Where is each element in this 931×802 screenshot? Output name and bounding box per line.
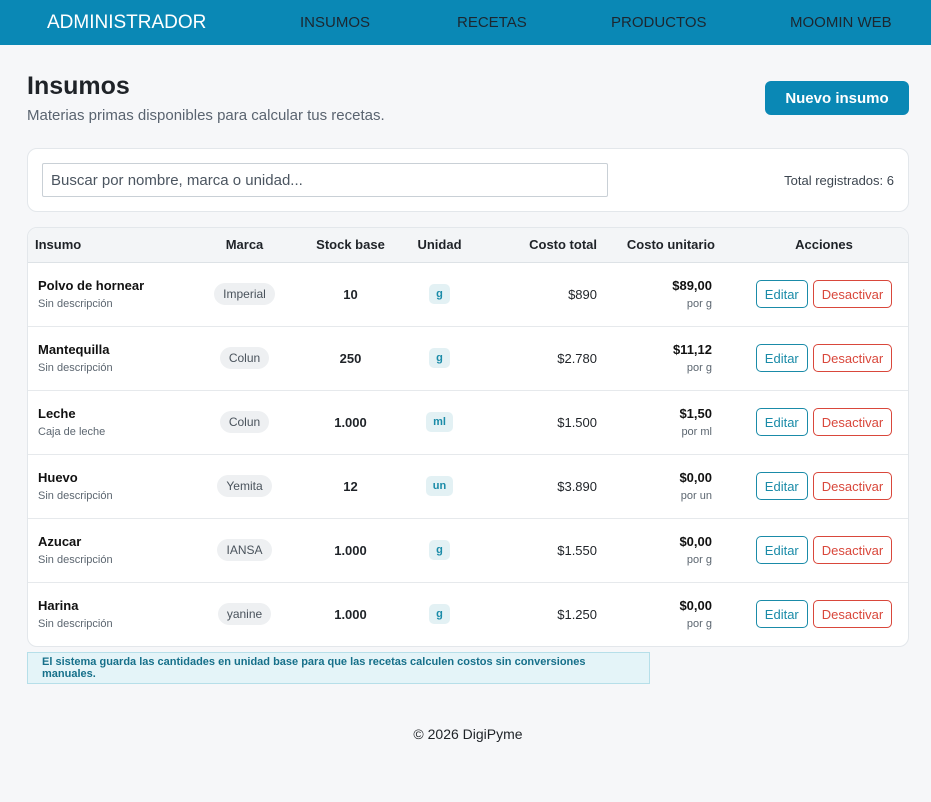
brand-badge: Yemita [217, 475, 272, 497]
unit-cost: $11,12 [672, 342, 712, 357]
total-cost: $2.780 [476, 326, 609, 391]
table-row: Huevo Sin descripción Yemita 12 un $3.890… [28, 454, 908, 519]
main-content: Insumos Materias primas disponibles para… [0, 45, 931, 742]
insumo-description: Sin descripción [38, 490, 113, 502]
navbar-brand[interactable]: ADMINISTRADOR [47, 11, 207, 33]
deactivate-button[interactable]: Desactivar [812, 408, 893, 436]
unit-badge: g [429, 348, 450, 368]
unit-cost-per: por g [686, 554, 712, 566]
deactivate-button[interactable]: Desactivar [812, 536, 893, 564]
table-row: Azucar Sin descripción IANSA 1.000 g $1.5… [28, 518, 908, 583]
page-title: Insumos [27, 72, 130, 100]
edit-button[interactable]: Editar [755, 408, 808, 436]
page-header: Insumos Materias primas disponibles para… [27, 45, 909, 124]
navbar-links: INSUMOS RECETAS PRODUCTOS MOOMIN WEB [300, 14, 892, 31]
table-row: Polvo de hornear Sin descripción Imperial… [28, 262, 908, 327]
edit-button[interactable]: Editar [755, 600, 808, 629]
stock-value: 10 [343, 286, 358, 302]
deactivate-button[interactable]: Desactivar [812, 280, 893, 308]
unit-badge: g [429, 604, 450, 625]
total-cost: $1.500 [476, 390, 609, 455]
search-card: Total registrados: 6 [27, 148, 909, 212]
deactivate-button[interactable]: Desactivar [812, 344, 893, 372]
insumo-description: Sin descripción [38, 554, 113, 566]
insumo-name: Harina [38, 598, 79, 614]
unit-cost: $1,50 [679, 406, 712, 421]
total-count: Total registrados: 6 [784, 172, 894, 188]
total-cost: $1.550 [476, 518, 609, 583]
deactivate-button[interactable]: Desactivar [812, 472, 893, 500]
header-unidad[interactable]: Unidad [403, 228, 476, 263]
insumos-table: Insumo Marca Stock base Unidad Costo tot… [28, 228, 908, 646]
edit-button[interactable]: Editar [755, 472, 808, 500]
header-acciones: Acciones [740, 228, 908, 263]
deactivate-button[interactable]: Desactivar [812, 600, 893, 629]
stock-value: 1.000 [334, 606, 367, 622]
stock-value: 12 [343, 478, 358, 494]
header-costo-total[interactable]: Costo total [476, 228, 609, 263]
table-row: Mantequilla Sin descripción Colun 250 g $… [28, 326, 908, 391]
insumo-name: Azucar [38, 534, 82, 549]
nav-link-productos[interactable]: PRODUCTOS [611, 14, 707, 31]
insumos-table-card: Insumo Marca Stock base Unidad Costo tot… [27, 227, 909, 647]
insumo-name: Huevo [38, 470, 78, 485]
stock-value: 250 [339, 350, 362, 366]
total-cost: $890 [476, 262, 609, 327]
page-subtitle: Materias primas disponibles para calcula… [27, 107, 385, 124]
edit-button[interactable]: Editar [755, 344, 808, 372]
insumo-description: Caja de leche [38, 426, 106, 438]
table-row: Leche Caja de leche Colun 1.000 ml $1.500… [28, 390, 908, 455]
brand-badge: Imperial [214, 283, 275, 305]
nav-link-insumos[interactable]: INSUMOS [300, 14, 371, 31]
unit-cost: $0,00 [679, 598, 712, 614]
edit-button[interactable]: Editar [755, 536, 808, 564]
nav-link-recetas[interactable]: RECETAS [457, 14, 527, 31]
nav-link-moomin-web[interactable]: MOOMIN WEB [790, 14, 892, 31]
stock-value: 1.000 [334, 414, 367, 430]
brand-badge: Colun [219, 347, 270, 369]
unit-cost-per: por g [686, 298, 712, 310]
brand-badge: Colun [219, 411, 270, 433]
insumo-name: Leche [38, 406, 76, 421]
edit-button[interactable]: Editar [755, 280, 808, 308]
header-costo-unitario[interactable]: Costo unitario [609, 228, 740, 263]
insumo-description: Sin descripción [38, 618, 113, 631]
unit-badge: g [429, 540, 450, 560]
header-marca[interactable]: Marca [191, 228, 298, 263]
new-insumo-button[interactable]: Nuevo insumo [765, 81, 909, 115]
insumo-description: Sin descripción [38, 298, 113, 310]
unit-cost: $89,00 [672, 278, 712, 293]
insumo-description: Sin descripción [38, 362, 113, 374]
unit-badge: g [429, 284, 450, 304]
top-navbar: ADMINISTRADOR INSUMOS RECETAS PRODUCTOS … [0, 0, 931, 45]
unit-cost: $0,00 [679, 534, 712, 549]
unit-cost-per: por ml [681, 426, 712, 438]
header-stock[interactable]: Stock base [298, 228, 403, 263]
unit-cost-per: por g [686, 362, 712, 374]
unit-cost-per: por un [680, 490, 712, 502]
total-cost: $1.250 [557, 606, 597, 622]
stock-value: 1.000 [334, 542, 367, 558]
table-header-row: Insumo Marca Stock base Unidad Costo tot… [28, 228, 908, 263]
search-input[interactable] [42, 163, 608, 197]
unit-badge: un [425, 476, 454, 496]
unit-cost: $0,00 [679, 470, 712, 485]
table-row: Harina Sin descripción yanine 1.000 g $1.… [28, 582, 908, 646]
brand-badge: IANSA [217, 539, 272, 561]
unit-cost-per: por g [686, 618, 712, 631]
header-insumo[interactable]: Insumo [28, 228, 191, 263]
insumo-name: Mantequilla [38, 342, 110, 357]
insumo-name: Polvo de hornear [38, 278, 145, 293]
unit-badge: ml [426, 412, 453, 432]
footer-copyright: © 2026 DigiPyme [413, 726, 523, 742]
total-cost: $3.890 [476, 454, 609, 519]
info-note: El sistema guarda las cantidades en unid… [27, 652, 650, 684]
brand-badge: yanine [217, 603, 272, 626]
